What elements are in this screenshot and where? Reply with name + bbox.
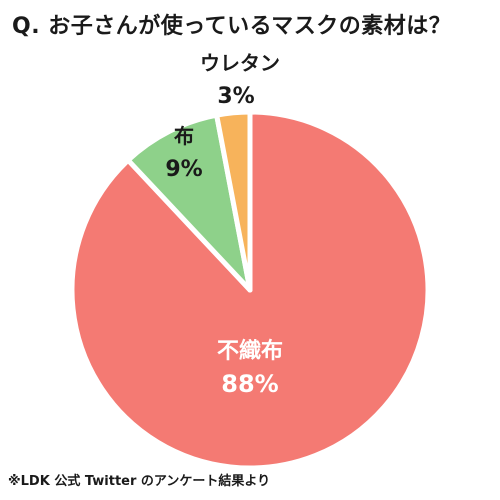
slice-value-2: 3% [217,84,254,109]
slice-label-2: ウレタン [200,51,280,75]
chart-title: Q. お子さんが使っているマスクの素材は？ [12,14,452,39]
source-note: ※LDK 公式 Twitter のアンケート結果より [8,474,271,489]
slice-value-0: 88% [221,370,278,398]
slice-label-1: 布 [174,124,194,148]
pie-slice-2 [214,109,253,293]
pie-slice-0 [69,109,431,471]
pie-slice-1 [125,112,253,293]
slice-value-1: 9% [165,157,202,182]
slice-label-0: 不織布 [217,338,283,364]
